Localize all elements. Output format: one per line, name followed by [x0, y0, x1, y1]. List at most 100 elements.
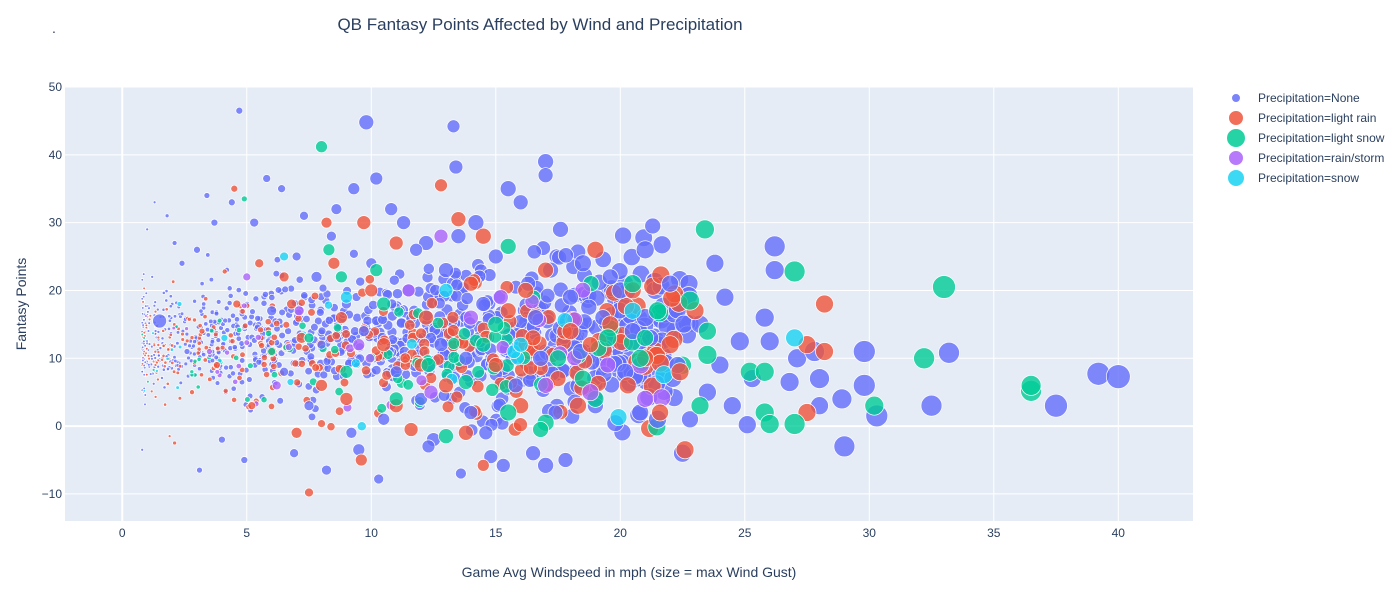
marker-none[interactable]: [140, 345, 145, 349]
marker-light-rain[interactable]: [142, 330, 146, 335]
marker-none[interactable]: [831, 388, 853, 410]
marker-light-rain[interactable]: [140, 362, 145, 366]
marker-none[interactable]: [183, 361, 189, 367]
marker-none[interactable]: [433, 337, 449, 353]
marker-none[interactable]: [644, 217, 662, 235]
marker-light-snow[interactable]: [335, 270, 348, 284]
marker-light-rain[interactable]: [231, 396, 238, 403]
marker-light-rain[interactable]: [156, 343, 161, 347]
marker-light-rain[interactable]: [524, 329, 542, 347]
marker-light-rain[interactable]: [425, 297, 438, 310]
marker-none[interactable]: [196, 466, 203, 474]
marker-none[interactable]: [147, 321, 151, 325]
marker-light-rain[interactable]: [153, 309, 158, 314]
marker-none[interactable]: [205, 332, 211, 338]
marker-none[interactable]: [421, 439, 436, 454]
marker-none[interactable]: [574, 254, 592, 273]
marker-snow[interactable]: [356, 421, 367, 432]
marker-none[interactable]: [235, 106, 244, 115]
marker-light-rain[interactable]: [651, 403, 669, 422]
marker-none[interactable]: [196, 366, 203, 372]
marker-none[interactable]: [715, 287, 735, 307]
marker-none[interactable]: [186, 355, 191, 361]
marker-none[interactable]: [146, 310, 150, 314]
marker-none[interactable]: [525, 445, 541, 462]
marker-light-rain[interactable]: [438, 377, 454, 394]
marker-light-snow[interactable]: [322, 243, 336, 257]
marker-none[interactable]: [222, 317, 229, 324]
marker-none[interactable]: [357, 325, 370, 337]
marker-none[interactable]: [162, 385, 167, 390]
marker-light-rain[interactable]: [147, 356, 151, 361]
marker-none[interactable]: [260, 299, 268, 307]
marker-none[interactable]: [213, 354, 219, 361]
marker-light-snow[interactable]: [267, 347, 277, 356]
marker-none[interactable]: [156, 353, 161, 358]
marker-light-rain[interactable]: [155, 360, 159, 365]
marker-none[interactable]: [164, 213, 170, 219]
marker-light-snow[interactable]: [330, 345, 340, 355]
marker-none[interactable]: [254, 314, 262, 322]
marker-none[interactable]: [158, 346, 163, 351]
marker-none[interactable]: [316, 339, 327, 350]
marker-none[interactable]: [722, 396, 742, 416]
marker-rain-storm[interactable]: [235, 362, 242, 370]
marker-none[interactable]: [460, 291, 474, 306]
marker-light-rain[interactable]: [260, 354, 268, 362]
marker-none[interactable]: [352, 312, 363, 323]
marker-none[interactable]: [231, 344, 238, 351]
marker-none[interactable]: [321, 464, 332, 476]
marker-light-rain[interactable]: [141, 300, 145, 304]
marker-none[interactable]: [389, 365, 403, 379]
marker-light-rain[interactable]: [815, 294, 834, 314]
marker-none[interactable]: [527, 309, 544, 326]
marker-none[interactable]: [319, 370, 329, 380]
marker-light-rain[interactable]: [162, 364, 167, 369]
marker-light-snow[interactable]: [265, 329, 273, 337]
marker-light-rain[interactable]: [198, 372, 205, 378]
marker-light-snow[interactable]: [783, 260, 806, 283]
marker-light-rain[interactable]: [446, 311, 460, 324]
marker-none[interactable]: [262, 174, 272, 183]
marker-rain-storm[interactable]: [254, 333, 262, 341]
marker-light-rain[interactable]: [267, 402, 276, 410]
marker-light-snow[interactable]: [471, 365, 485, 379]
marker-none[interactable]: [239, 357, 246, 364]
marker-none[interactable]: [455, 467, 467, 480]
marker-light-rain[interactable]: [260, 361, 268, 368]
marker-none[interactable]: [218, 435, 226, 444]
marker-rain-storm[interactable]: [463, 309, 479, 326]
marker-rain-storm[interactable]: [433, 228, 449, 244]
marker-none[interactable]: [208, 276, 215, 283]
marker-none[interactable]: [165, 366, 171, 371]
marker-none[interactable]: [224, 327, 231, 334]
marker-none[interactable]: [478, 425, 494, 441]
marker-rain-storm[interactable]: [415, 374, 428, 387]
marker-light-rain[interactable]: [487, 357, 504, 373]
marker-light-rain[interactable]: [239, 308, 246, 315]
marker-light-snow[interactable]: [298, 321, 307, 330]
marker-none[interactable]: [310, 271, 323, 283]
marker-light-snow[interactable]: [142, 336, 146, 340]
marker-snow[interactable]: [177, 344, 183, 350]
marker-light-rain[interactable]: [441, 400, 455, 414]
marker-light-rain[interactable]: [675, 440, 695, 460]
marker-light-rain[interactable]: [670, 362, 690, 382]
marker-none[interactable]: [562, 288, 579, 306]
marker-light-rain[interactable]: [311, 363, 320, 372]
marker-light-snow[interactable]: [388, 391, 404, 407]
marker-none[interactable]: [787, 348, 807, 369]
marker-light-rain[interactable]: [315, 379, 328, 392]
marker-snow[interactable]: [151, 331, 155, 336]
marker-none[interactable]: [373, 473, 385, 485]
marker-light-rain[interactable]: [301, 344, 310, 353]
marker-none[interactable]: [161, 367, 166, 372]
marker-none[interactable]: [187, 343, 192, 349]
marker-none[interactable]: [759, 331, 780, 352]
marker-none[interactable]: [160, 376, 164, 380]
marker-light-rain[interactable]: [213, 331, 219, 338]
marker-light-snow[interactable]: [630, 348, 650, 368]
marker-light-snow[interactable]: [431, 316, 445, 330]
marker-none[interactable]: [261, 290, 269, 298]
marker-light-snow[interactable]: [1020, 375, 1042, 396]
